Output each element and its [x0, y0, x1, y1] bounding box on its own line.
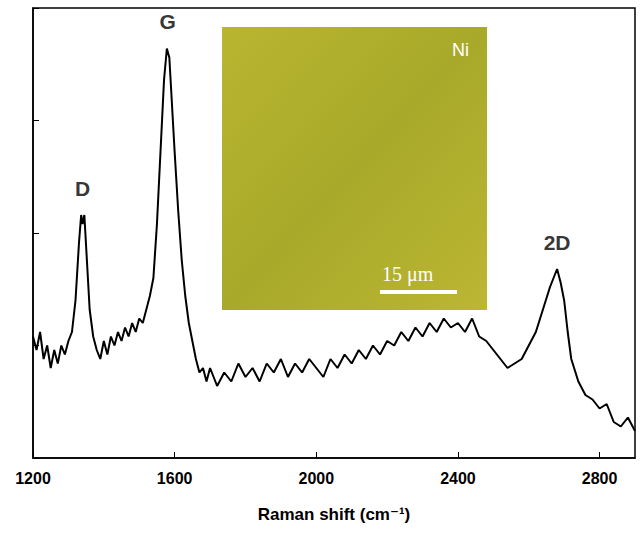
svg-text:1600: 1600 — [157, 470, 193, 487]
svg-text:1200: 1200 — [15, 470, 51, 487]
svg-text:G: G — [159, 10, 175, 33]
svg-text:2D: 2D — [544, 231, 571, 254]
svg-text:2400: 2400 — [440, 470, 476, 487]
svg-text:2000: 2000 — [298, 470, 334, 487]
svg-text:15 μm: 15 μm — [382, 263, 434, 286]
svg-text:2800: 2800 — [582, 470, 618, 487]
svg-text:D: D — [75, 177, 90, 200]
svg-text:Raman shift (cm⁻¹): Raman shift (cm⁻¹) — [258, 505, 411, 524]
svg-text:Ni: Ni — [452, 40, 469, 60]
